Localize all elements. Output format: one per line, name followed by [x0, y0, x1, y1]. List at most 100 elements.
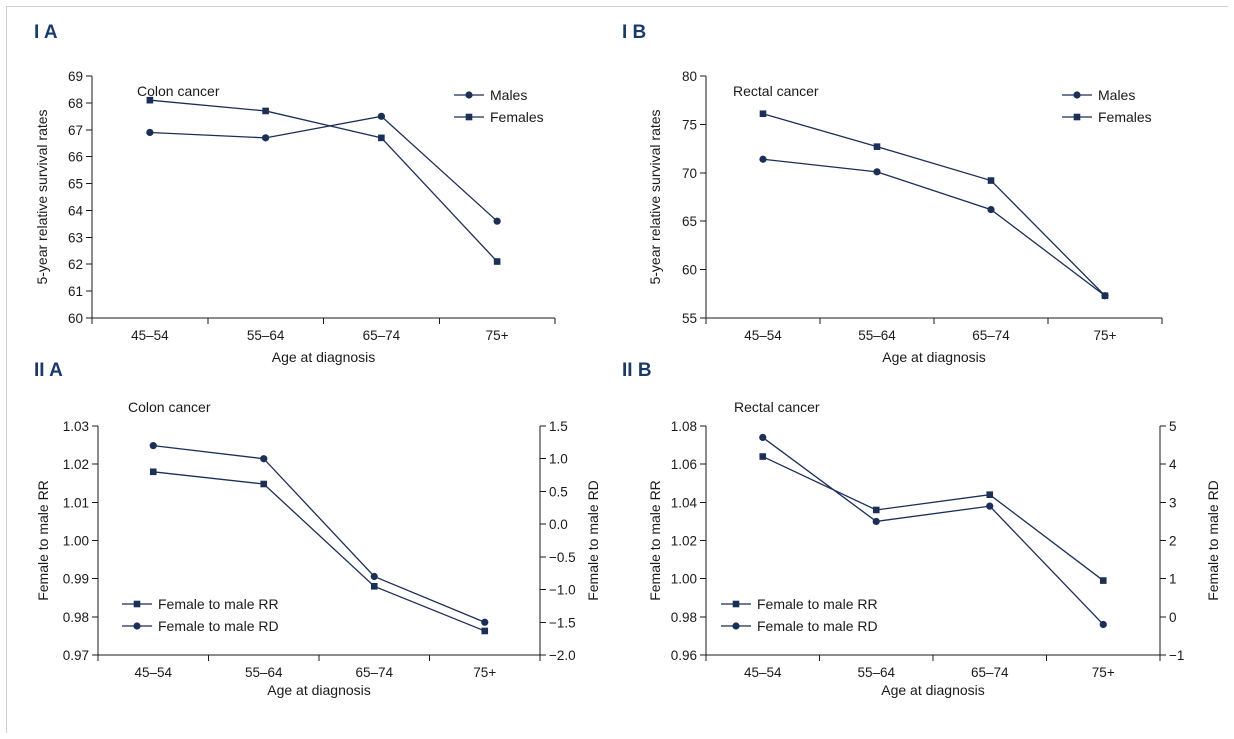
- panel-label: II A: [34, 360, 63, 381]
- y-tick-label: 66: [68, 150, 83, 165]
- y-right-tick-label: 5: [1169, 419, 1177, 434]
- series-males-point: [873, 168, 881, 176]
- series-females-point: [759, 110, 767, 118]
- series-females-point: [146, 96, 154, 104]
- series-female-to-male-rr-line: [153, 471, 485, 632]
- y-right-tick-label: −1.5: [549, 615, 576, 630]
- y-tick-label: 64: [68, 203, 84, 218]
- y-tick-label: 70: [682, 166, 697, 181]
- series-males-line: [149, 115, 498, 222]
- y-right-tick-label: 2: [1169, 534, 1177, 549]
- chart-panel-ii-b: II B Rectal cancer 0.96 0.98 1.00 1.02 1.04 1.0…: [622, 360, 1221, 698]
- x-tick-label: 75+: [486, 328, 509, 343]
- x-tick-label: 45–54: [134, 665, 172, 680]
- y-tick-label: 1.06: [671, 457, 697, 472]
- y-right-tick-label: 0.0: [549, 517, 568, 532]
- series-females-point: [262, 107, 269, 115]
- series-female-to-male-rd-point: [986, 502, 994, 510]
- series-females-line: [762, 113, 1106, 297]
- legend-label: Females: [1098, 109, 1152, 125]
- series-males-point: [493, 217, 501, 225]
- y-axis-title: 5-year relative survival rates: [647, 109, 663, 284]
- chart-title: Colon cancer: [137, 83, 220, 99]
- x-tick-label: 75+: [1092, 665, 1115, 680]
- chart-title: Colon cancer: [128, 399, 211, 415]
- series-female-to-male-rd-point: [1099, 620, 1107, 629]
- y-tick-label: 65: [68, 177, 83, 192]
- series-female-to-male-rr-point: [149, 468, 157, 476]
- legend-swatch-marker: [465, 113, 473, 121]
- series-females-point: [1101, 292, 1109, 300]
- legend-label: Female to male RD: [757, 618, 878, 634]
- legend-label: Female to male RR: [158, 596, 279, 612]
- y-right-tick-label: −1: [1169, 648, 1184, 663]
- y-right-tick-label: 1: [1169, 572, 1177, 587]
- x-axis-title: Age at diagnosis: [272, 349, 376, 365]
- x-tick-label: 75+: [473, 665, 496, 680]
- y-tick-label: 0.99: [63, 572, 89, 587]
- y-tick-label: 62: [68, 257, 83, 272]
- y-tick-label: 1.01: [63, 495, 89, 510]
- series-males-point: [377, 112, 385, 120]
- series-female-to-male-rr-point: [1099, 577, 1107, 584]
- x-tick-label: 55–64: [857, 665, 895, 680]
- x-tick-label: 75+: [1094, 328, 1117, 343]
- series-female-to-male-rd-line: [762, 436, 1104, 625]
- series-female-to-male-rd-point: [872, 517, 880, 526]
- series-males-line: [762, 158, 1106, 297]
- y-tick-label: 1.02: [63, 457, 89, 472]
- series-females-point: [987, 177, 995, 184]
- x-axis-title: Age at diagnosis: [881, 682, 985, 698]
- series-females-point: [873, 143, 881, 150]
- y-tick-label: 68: [68, 96, 83, 111]
- x-tick-label: 65–74: [971, 665, 1009, 680]
- legend-swatch-marker: [133, 622, 141, 630]
- y-tick-label: 67: [68, 123, 83, 138]
- x-tick-label: 45–54: [744, 665, 782, 680]
- panel-label: I B: [622, 22, 646, 43]
- series-males-point: [759, 155, 767, 163]
- y-tick-label: 1.02: [671, 534, 697, 549]
- series-males-point: [987, 205, 995, 214]
- series-females-point: [378, 134, 385, 142]
- legend-label: Female to male RR: [757, 596, 878, 612]
- y-right-tick-label: 0: [1169, 610, 1177, 625]
- series-females-line: [149, 99, 498, 262]
- y-tick-label: 63: [68, 230, 83, 245]
- x-tick-label: 65–74: [355, 665, 393, 680]
- x-tick-label: 55–64: [245, 665, 283, 680]
- y-tick-label: 1.04: [671, 495, 698, 510]
- series-males-point: [262, 134, 270, 142]
- panel-label: I A: [34, 22, 58, 43]
- x-tick-label: 55–64: [858, 328, 896, 343]
- y-right-tick-label: −1.0: [549, 583, 576, 598]
- y-right-tick-label: 1.5: [549, 419, 568, 434]
- legend-label: Females: [490, 109, 544, 125]
- series-females-point: [493, 258, 501, 265]
- x-axis-title: Age at diagnosis: [882, 349, 986, 365]
- y-right-tick-label: 3: [1169, 495, 1177, 510]
- y-tick-label: 65: [682, 214, 697, 229]
- y-axis-title: 5-year relative survival rates: [34, 109, 50, 284]
- legend-swatch-marker: [1073, 113, 1081, 121]
- x-tick-label: 55–64: [247, 328, 285, 343]
- series-female-to-male-rd-point: [149, 442, 157, 450]
- series-female-to-male-rd-point: [370, 572, 378, 581]
- x-tick-label: 65–74: [363, 328, 401, 343]
- chart-panel-i-b: I B Rectal cancer 55 60 65 70 75 80 45–54 55–64 65…: [622, 22, 1163, 365]
- series-female-to-male-rr-point: [872, 506, 880, 514]
- figure-frame: [6, 6, 1228, 733]
- y-tick-label: 0.98: [63, 610, 89, 625]
- y-right-tick-label: −0.5: [549, 550, 576, 565]
- legend-label: Males: [490, 87, 527, 103]
- series-female-to-male-rd-line: [153, 444, 485, 623]
- legend-swatch-marker: [732, 600, 740, 608]
- x-tick-label: 45–54: [744, 328, 782, 343]
- y-axis-title: Female to male RR: [35, 480, 51, 601]
- series-female-to-male-rr-point: [260, 480, 268, 488]
- y-tick-label: 0.96: [671, 648, 697, 663]
- y-tick-label: 60: [68, 311, 83, 326]
- y-right-axis-title: Female to male RD: [585, 480, 601, 601]
- y-tick-label: 1.00: [671, 572, 697, 587]
